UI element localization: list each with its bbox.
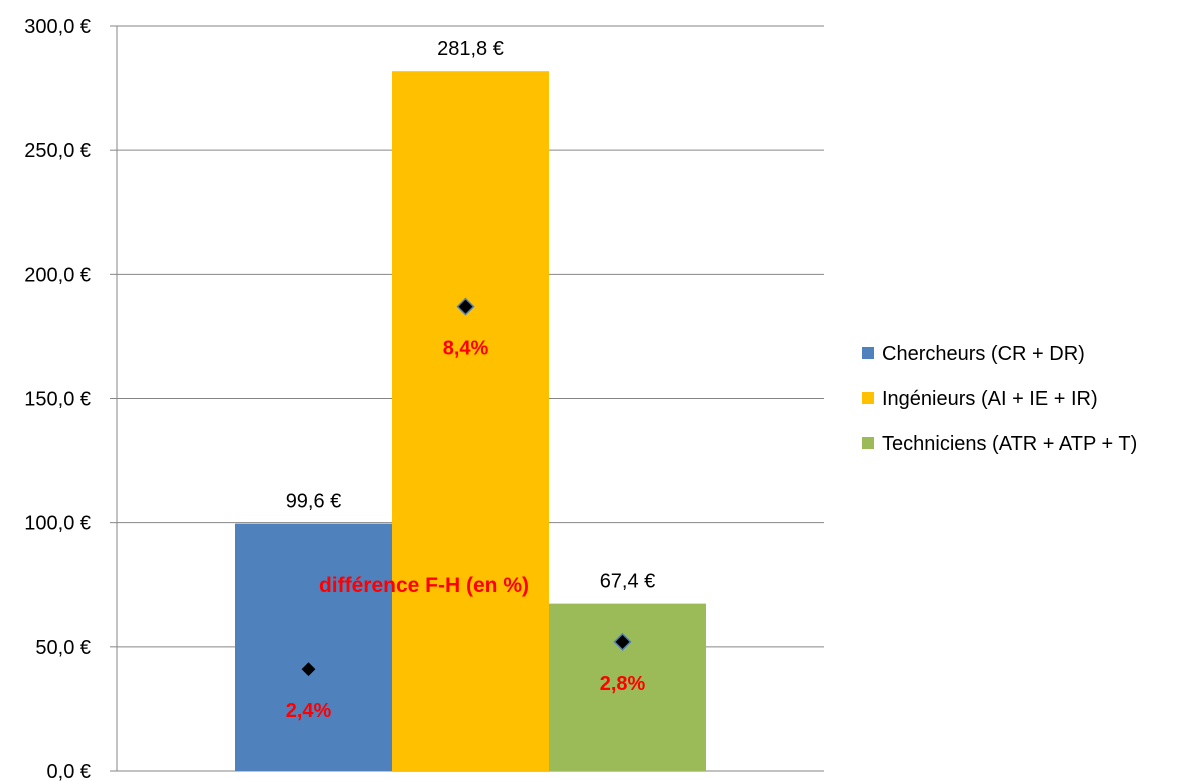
y-tick-label: 300,0 €	[24, 16, 91, 38]
legend-swatch	[862, 392, 874, 404]
y-tick-label: 50,0 €	[35, 637, 91, 659]
pct-markers: 2,4% 8,4% 2,8%	[286, 297, 646, 722]
legend-label: Ingénieurs (AI + IE + IR)	[882, 388, 1098, 410]
y-tick-label: 150,0 €	[24, 389, 91, 411]
y-tick-label: 100,0 €	[24, 513, 91, 535]
diamond-marker	[456, 297, 475, 316]
legend-label: Techniciens (ATR + ATP + T)	[882, 433, 1137, 455]
bar-value-label: 67,4 €	[600, 571, 656, 593]
pct-label: 8,4%	[443, 338, 489, 360]
diamond-marker	[299, 660, 318, 679]
pct-label: 2,4%	[286, 700, 332, 722]
annotation-label: différence F-H (en %)	[319, 574, 529, 597]
data-labels: 99,6 € 281,8 € 67,4 €	[286, 38, 656, 592]
y-tick-label: 250,0 €	[24, 140, 91, 162]
legend-swatch	[862, 347, 874, 359]
legend: Chercheurs (CR + DR) Ingénieurs (AI + IE …	[862, 343, 1137, 455]
pct-label: 2,8%	[600, 673, 646, 695]
diamond-marker	[613, 632, 632, 651]
bar-value-label: 281,8 €	[437, 38, 504, 60]
y-tick-labels: 0,0 € 50,0 € 100,0 € 150,0 € 200,0 € 250,0 € 3…	[24, 16, 91, 781]
y-tick-label: 200,0 €	[24, 264, 91, 286]
bar	[392, 71, 549, 772]
bar	[235, 523, 392, 771]
legend-label: Chercheurs (CR + DR)	[882, 343, 1085, 365]
legend-swatch	[862, 437, 874, 449]
bars	[235, 71, 706, 772]
y-tick-label: 0,0 €	[47, 761, 91, 781]
bar	[549, 603, 706, 771]
bar-value-label: 99,6 €	[286, 491, 342, 513]
